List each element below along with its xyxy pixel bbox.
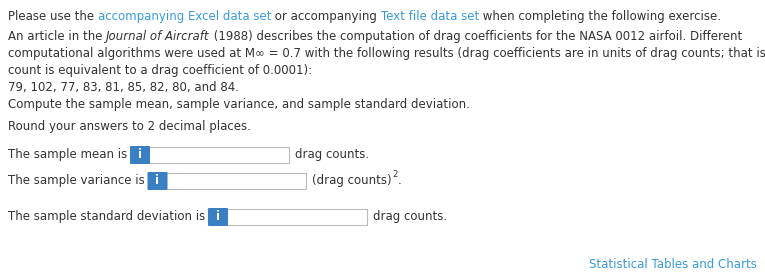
FancyBboxPatch shape: [149, 147, 289, 163]
Text: i: i: [216, 210, 220, 224]
Text: The sample standard deviation is: The sample standard deviation is: [8, 210, 209, 223]
Text: drag counts.: drag counts.: [373, 210, 447, 223]
FancyBboxPatch shape: [130, 146, 150, 164]
Text: Text file data set: Text file data set: [381, 10, 479, 23]
FancyBboxPatch shape: [148, 172, 168, 190]
Text: or accompanying: or accompanying: [272, 10, 381, 23]
Text: ∞: ∞: [255, 47, 265, 60]
Text: .: .: [397, 174, 401, 187]
Text: drag counts.: drag counts.: [295, 148, 369, 161]
FancyBboxPatch shape: [167, 173, 307, 189]
Text: i: i: [155, 175, 159, 187]
Text: count is equivalent to a drag coefficient of 0.0001):: count is equivalent to a drag coefficien…: [8, 64, 312, 77]
FancyBboxPatch shape: [227, 209, 367, 225]
Text: Statistical Tables and Charts: Statistical Tables and Charts: [589, 258, 757, 271]
Text: (drag counts): (drag counts): [312, 174, 392, 187]
Text: 2: 2: [392, 170, 397, 179]
Text: accompanying Excel data set: accompanying Excel data set: [98, 10, 272, 23]
Text: Journal of Aircraft: Journal of Aircraft: [106, 30, 210, 43]
Text: The sample variance is: The sample variance is: [8, 174, 148, 187]
Text: (1988) describes the computation of drag coefficients for the NASA 0012 airfoil.: (1988) describes the computation of drag…: [210, 30, 742, 43]
Text: computational algorithms were used at M: computational algorithms were used at M: [8, 47, 255, 60]
Text: The sample mean is: The sample mean is: [8, 148, 131, 161]
Text: An article in the: An article in the: [8, 30, 106, 43]
Text: Round your answers to 2 decimal places.: Round your answers to 2 decimal places.: [8, 120, 251, 133]
Text: when completing the following exercise.: when completing the following exercise.: [479, 10, 721, 23]
Text: Please use the: Please use the: [8, 10, 98, 23]
Text: 79, 102, 77, 83, 81, 85, 82, 80, and 84.: 79, 102, 77, 83, 81, 85, 82, 80, and 84.: [8, 81, 239, 94]
Text: = 0.7 with the following results (drag coefficients are in units of drag counts;: = 0.7 with the following results (drag c…: [265, 47, 765, 60]
FancyBboxPatch shape: [208, 208, 228, 226]
Text: i: i: [138, 149, 142, 161]
Text: Compute the sample mean, sample variance, and sample standard deviation.: Compute the sample mean, sample variance…: [8, 98, 470, 111]
